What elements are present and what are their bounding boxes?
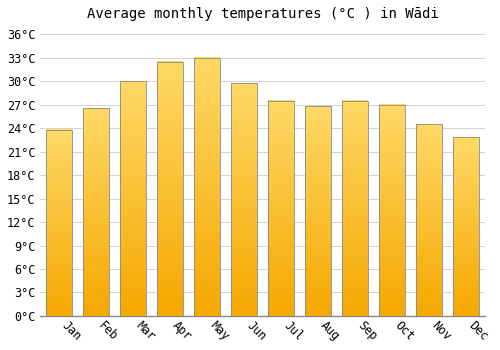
Bar: [46, 130, 72, 316]
Bar: [194, 58, 220, 316]
Bar: [83, 108, 109, 316]
Bar: [342, 101, 368, 316]
Bar: [380, 105, 405, 316]
Bar: [454, 138, 479, 316]
Bar: [157, 62, 183, 316]
Bar: [231, 83, 257, 316]
Bar: [416, 124, 442, 316]
Title: Average monthly temperatures (°C ) in Wādi: Average monthly temperatures (°C ) in Wā…: [86, 7, 438, 21]
Bar: [268, 101, 294, 316]
Bar: [305, 106, 331, 316]
Bar: [120, 81, 146, 316]
